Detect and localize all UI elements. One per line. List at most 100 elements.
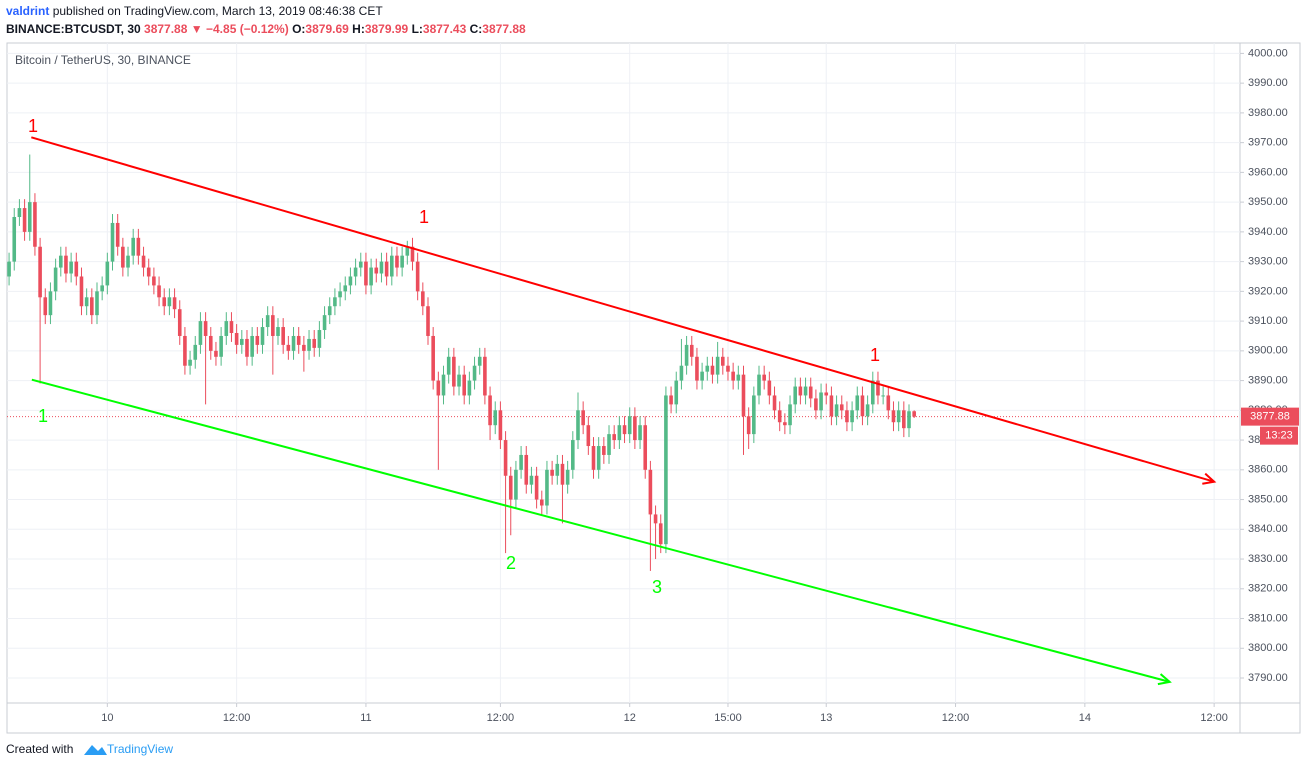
candle-body — [307, 338, 311, 351]
candle-body — [803, 386, 808, 396]
candle-body — [12, 216, 17, 262]
symbol-legend: BINANCE:BTCUSDT, 30 3877.88 ▼ −4.85 (−0.… — [6, 22, 526, 36]
candle-body — [705, 365, 710, 372]
candle-body — [281, 327, 285, 345]
candle-body — [870, 380, 875, 405]
y-tick-label: 3840.00 — [1248, 523, 1288, 535]
candle-body — [69, 261, 73, 274]
candle-body — [302, 344, 306, 351]
candle-body — [219, 335, 223, 357]
candle-body — [338, 291, 342, 298]
candle-body — [865, 404, 870, 417]
candle-body — [152, 276, 156, 286]
candle-body — [141, 255, 146, 268]
x-tick-label: 11 — [360, 712, 371, 724]
candle-body — [33, 202, 37, 247]
candle-body — [265, 315, 270, 328]
candle-body — [881, 395, 885, 397]
candle-body — [421, 291, 425, 307]
candle-body — [674, 380, 679, 405]
candle-body — [183, 335, 187, 366]
candle-body — [208, 335, 213, 351]
publisher[interactable]: valdrint — [6, 4, 49, 18]
candle-body — [276, 327, 280, 336]
last: 3877.88 — [144, 22, 188, 36]
candle-body — [121, 246, 125, 268]
candle-body — [296, 335, 301, 345]
candle-body — [286, 344, 291, 351]
candle-body — [824, 392, 829, 396]
candle-body — [53, 267, 58, 292]
ohlc-value: 3879.69 — [305, 22, 349, 36]
footer-created: Created with — [6, 742, 73, 756]
candle-body — [591, 446, 596, 470]
candle-body — [389, 255, 394, 277]
candle-body — [146, 267, 151, 277]
footer-brand[interactable]: TradingView — [107, 742, 173, 756]
candle-body — [653, 514, 658, 524]
candle-body — [317, 330, 322, 348]
candle-body — [255, 335, 260, 345]
y-tick-label: 3800.00 — [1248, 642, 1288, 654]
trend-arrowhead — [1157, 673, 1172, 686]
candle-body — [250, 335, 254, 357]
candle-body — [327, 306, 332, 316]
candle-body — [271, 315, 275, 336]
candle-body — [498, 410, 503, 441]
x-tick-label: 12:00 — [223, 712, 251, 724]
annotation: 2 — [506, 553, 516, 573]
candle-body — [74, 261, 79, 277]
candle-body — [643, 425, 648, 470]
candle-body — [612, 434, 616, 441]
change-arrow: ▼ — [191, 22, 203, 36]
candle-body — [126, 255, 130, 268]
candle-body — [167, 297, 172, 307]
candle-body — [788, 404, 792, 426]
candle-body — [664, 395, 668, 545]
candle-body — [726, 365, 730, 372]
candle-body — [793, 386, 798, 405]
chart-title: Bitcoin / TetherUS, 30, BINANCE — [15, 53, 191, 67]
candle-body — [741, 374, 746, 417]
candle-body — [679, 365, 684, 381]
annotation: 1 — [870, 345, 880, 365]
grid — [7, 43, 1240, 703]
candle-body — [374, 267, 379, 274]
candle-body — [136, 237, 141, 256]
candle-body — [519, 454, 523, 470]
candle-body — [157, 285, 161, 298]
y-tick-label: 3910.00 — [1248, 315, 1288, 327]
candle-body — [689, 344, 694, 357]
candle-body — [581, 410, 585, 426]
candle-body — [777, 410, 782, 423]
candle-body — [902, 410, 906, 429]
candle-body — [105, 261, 110, 286]
candle-body — [876, 380, 880, 396]
candle-body — [48, 291, 53, 316]
candle-body — [27, 202, 32, 232]
candle-body — [638, 425, 642, 441]
candle-body — [514, 469, 518, 500]
candle-body — [560, 463, 565, 485]
candle-body — [384, 261, 389, 277]
candle-body — [907, 411, 911, 429]
candle-body — [576, 410, 580, 441]
candle-body — [58, 255, 63, 268]
candle-body — [240, 338, 244, 345]
candle-body — [534, 475, 539, 500]
ohlc-label: C: — [470, 22, 483, 36]
x-tick-label: 12:00 — [942, 712, 970, 724]
change: −4.85 (−0.12%) — [206, 22, 289, 36]
countdown-label: 13:23 — [1265, 430, 1293, 442]
candle-body — [224, 321, 229, 336]
candle-body — [529, 475, 534, 485]
ohlc-label: L: — [412, 22, 423, 36]
ohlc-value: 3879.99 — [365, 22, 409, 36]
candle-body — [369, 267, 373, 286]
candle-body — [850, 410, 854, 423]
axes: 3790.00 3800.00 3810.00 3820.00 3830.00 3840.… — [101, 47, 1299, 724]
candle-body — [746, 416, 751, 435]
candle-body — [783, 422, 787, 426]
candle-body — [84, 297, 89, 307]
